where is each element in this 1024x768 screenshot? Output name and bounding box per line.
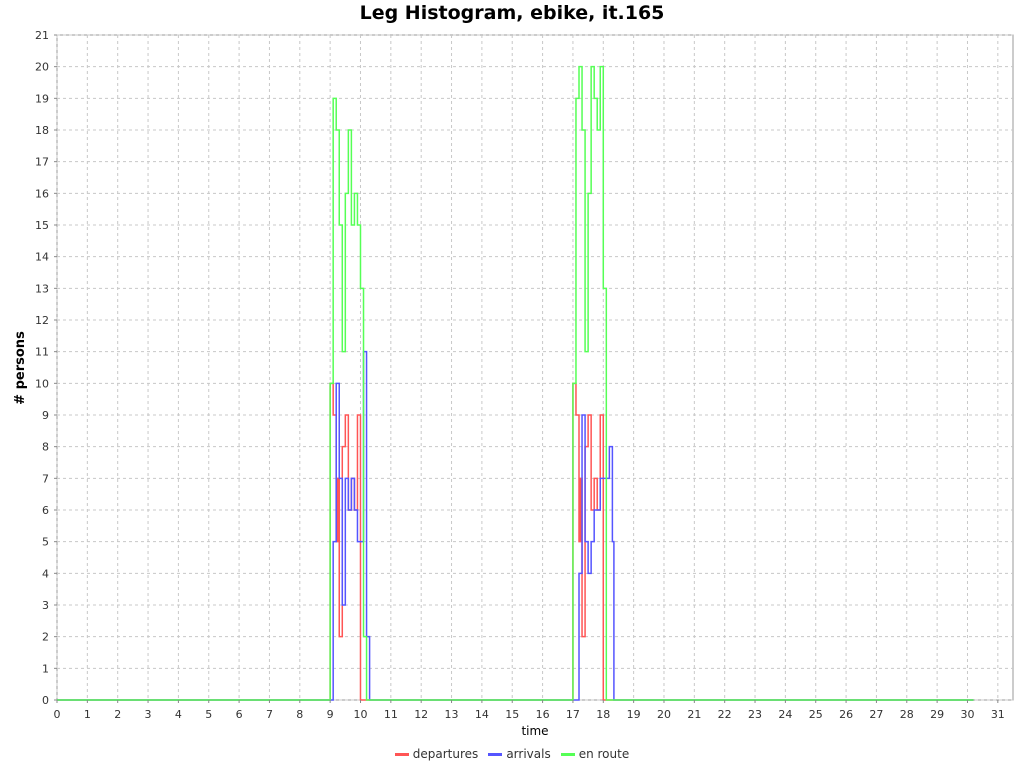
x-tick-label: 22 bbox=[718, 708, 732, 721]
chart-title: Leg Histogram, ebike, it.165 bbox=[359, 2, 665, 24]
x-tick-label: 18 bbox=[596, 708, 610, 721]
y-tick-label: 15 bbox=[35, 219, 49, 232]
x-tick-label: 30 bbox=[960, 708, 974, 721]
x-tick-label: 20 bbox=[657, 708, 671, 721]
y-tick-label: 4 bbox=[42, 567, 49, 580]
legend-swatch bbox=[560, 752, 575, 756]
x-tick-label: 6 bbox=[236, 708, 243, 721]
x-tick-label: 10 bbox=[353, 708, 367, 721]
legend-swatch bbox=[394, 752, 409, 756]
x-tick-label: 24 bbox=[778, 708, 792, 721]
y-axis-label: # persons bbox=[13, 331, 28, 405]
legend-swatch bbox=[488, 752, 503, 756]
x-tick-label: 7 bbox=[266, 708, 273, 721]
y-tick-label: 6 bbox=[42, 504, 49, 517]
y-tick-label: 2 bbox=[42, 631, 49, 644]
legend-item-arrivals: arrivals bbox=[488, 747, 551, 761]
y-tick-label: 16 bbox=[35, 187, 49, 200]
legend: departures arrivals en route bbox=[0, 747, 1024, 761]
y-tick-label: 1 bbox=[42, 662, 49, 675]
y-tick-label: 11 bbox=[35, 346, 49, 359]
y-tick-label: 17 bbox=[35, 156, 49, 169]
y-tick-label: 13 bbox=[35, 282, 49, 295]
x-tick-label: 28 bbox=[900, 708, 914, 721]
plot-area bbox=[56, 34, 1014, 701]
y-tick-label: 9 bbox=[42, 409, 49, 422]
series-line-en-route bbox=[57, 65, 974, 701]
x-tick-label: 29 bbox=[930, 708, 944, 721]
legend-label: arrivals bbox=[506, 747, 551, 761]
y-tick-label: 5 bbox=[42, 536, 49, 549]
y-tick-label: 20 bbox=[35, 61, 49, 74]
y-tick-label: 21 bbox=[35, 29, 49, 42]
x-tick-label: 8 bbox=[296, 708, 303, 721]
x-tick-label: 0 bbox=[54, 708, 61, 721]
x-axis-label: time bbox=[521, 724, 548, 738]
y-tick-label: 3 bbox=[42, 599, 49, 612]
legend-item-en-route: en route bbox=[560, 747, 630, 761]
y-tick-label: 18 bbox=[35, 124, 49, 137]
x-tick-label: 17 bbox=[566, 708, 580, 721]
series-lines bbox=[57, 65, 974, 701]
x-tick-label: 31 bbox=[991, 708, 1005, 721]
y-tick-label: 12 bbox=[35, 314, 49, 327]
y-tick-label: 8 bbox=[42, 441, 49, 454]
x-tick-label: 1 bbox=[84, 708, 91, 721]
x-tick-label: 13 bbox=[445, 708, 459, 721]
legend-label: en route bbox=[578, 747, 630, 761]
x-tick-label: 4 bbox=[175, 708, 182, 721]
series-line-arrivals bbox=[57, 350, 974, 701]
y-tick-label: 10 bbox=[35, 377, 49, 390]
x-tick-label: 15 bbox=[505, 708, 519, 721]
x-tick-label: 19 bbox=[627, 708, 641, 721]
y-tick-label: 0 bbox=[42, 694, 49, 707]
y-tick-label: 14 bbox=[35, 251, 49, 264]
x-axis-ticks: 0 1 2 3 4 5 6 7 8 9 10 11 12 13 14 15 16 17 18 19 20 21 22 23 24… bbox=[54, 700, 1005, 721]
x-tick-label: 11 bbox=[384, 708, 398, 721]
y-tick-label: 7 bbox=[42, 472, 49, 485]
x-tick-label: 9 bbox=[327, 708, 334, 721]
x-tick-label: 27 bbox=[869, 708, 883, 721]
x-tick-label: 3 bbox=[145, 708, 152, 721]
x-tick-label: 12 bbox=[414, 708, 428, 721]
legend-item-departures: departures bbox=[394, 747, 479, 761]
x-tick-label: 2 bbox=[114, 708, 121, 721]
x-tick-label: 23 bbox=[748, 708, 762, 721]
x-tick-label: 5 bbox=[205, 708, 212, 721]
y-tick-label: 19 bbox=[35, 92, 49, 105]
x-tick-label: 16 bbox=[536, 708, 550, 721]
x-tick-label: 21 bbox=[687, 708, 701, 721]
x-tick-label: 26 bbox=[839, 708, 853, 721]
legend-label: departures bbox=[412, 747, 479, 761]
x-tick-label: 25 bbox=[809, 708, 823, 721]
x-tick-label: 14 bbox=[475, 708, 489, 721]
